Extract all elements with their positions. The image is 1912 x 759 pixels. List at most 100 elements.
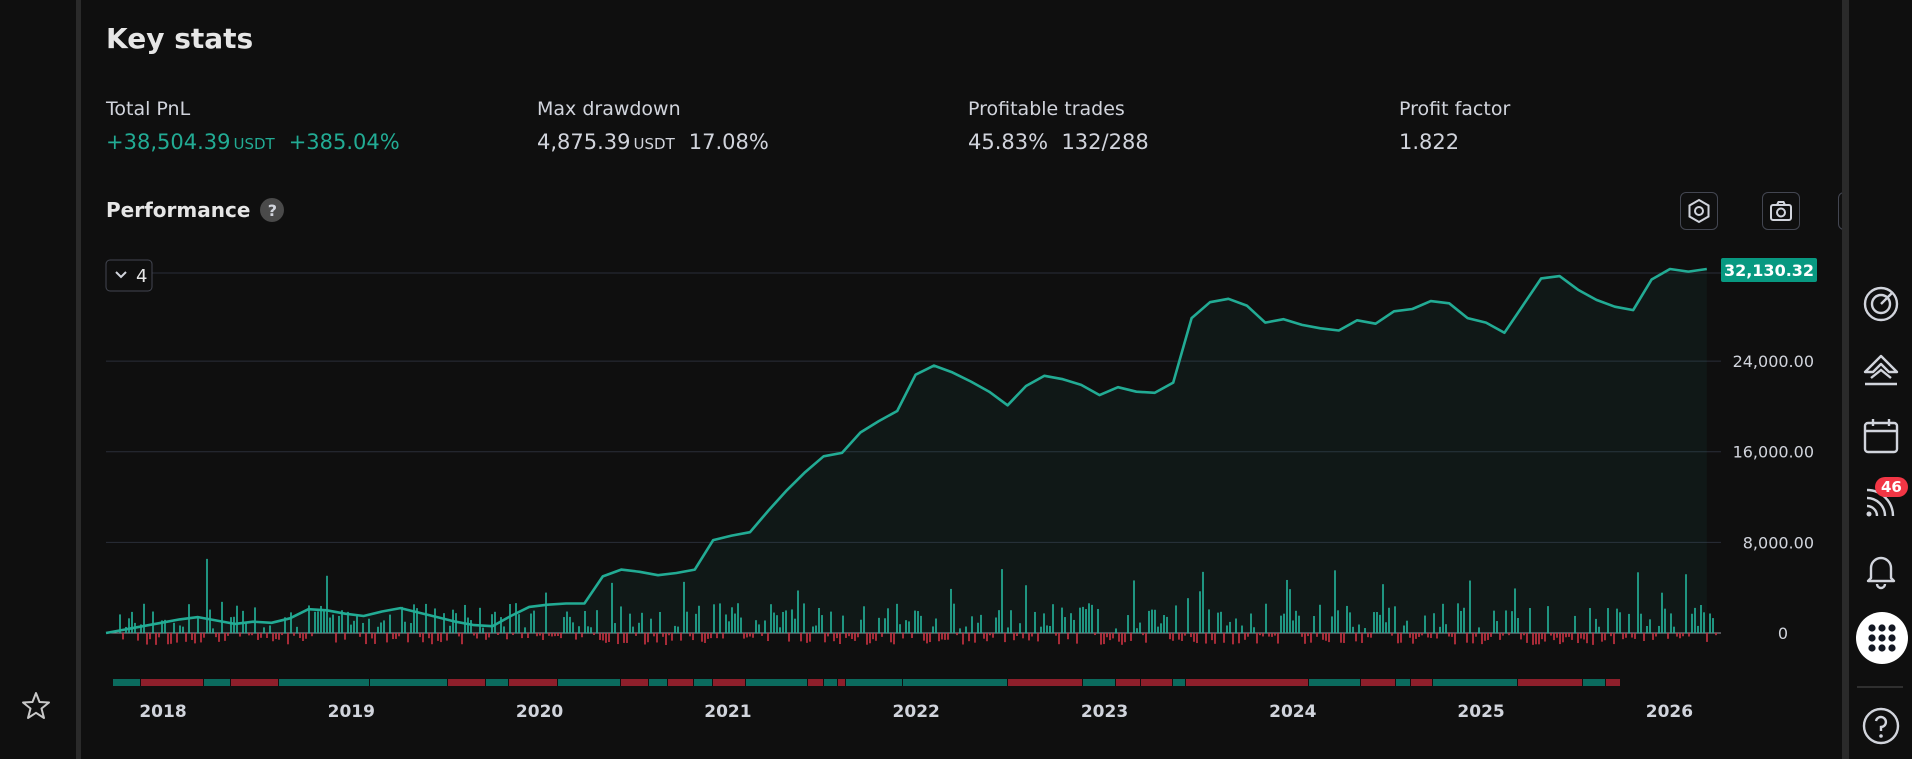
x-tick-label: 2018 xyxy=(139,702,186,722)
streams-button[interactable] xyxy=(1859,480,1903,524)
trade-bar xyxy=(1409,633,1411,638)
trade-bar xyxy=(1157,626,1159,633)
trade-strip-segment xyxy=(808,679,823,686)
x-tick-label: 2023 xyxy=(1081,702,1128,722)
trade-bar xyxy=(758,624,760,633)
trade-bar xyxy=(1520,633,1522,640)
trade-bar xyxy=(1235,618,1237,633)
trade-bar xyxy=(179,625,181,633)
trade-bar xyxy=(1427,633,1429,638)
trade-bar xyxy=(821,615,823,633)
trade-bar xyxy=(170,633,172,644)
trade-bar xyxy=(968,633,970,642)
ideas-button[interactable] xyxy=(1859,348,1903,392)
trade-bar xyxy=(1286,579,1288,633)
trade-bar xyxy=(1445,624,1447,633)
trade-bar xyxy=(374,633,376,644)
trade-strip-segment xyxy=(113,679,140,686)
star-icon[interactable] xyxy=(20,690,52,722)
trade-bar xyxy=(725,614,727,633)
trade-bar xyxy=(1664,608,1666,633)
trade-bar xyxy=(1259,633,1261,636)
trade-bar xyxy=(1511,611,1513,633)
trade-bar xyxy=(338,615,340,633)
trade-bar xyxy=(299,633,301,639)
help-button[interactable] xyxy=(1859,704,1903,748)
equity-line xyxy=(105,267,1707,635)
trade-bar xyxy=(1319,604,1321,633)
target-button[interactable] xyxy=(1859,282,1903,326)
apps-button[interactable] xyxy=(1856,612,1908,664)
trade-bar xyxy=(1205,633,1207,644)
trade-bar xyxy=(479,607,481,633)
trade-bar xyxy=(800,633,802,642)
trade-bar xyxy=(947,633,949,640)
trade-bar xyxy=(485,633,487,640)
trade-bar xyxy=(923,633,925,641)
trade-bar xyxy=(275,633,277,640)
trade-bar xyxy=(260,633,262,638)
trade-bar xyxy=(911,633,913,638)
trade-bar xyxy=(1169,633,1171,640)
trade-bar xyxy=(335,633,337,643)
trade-bar xyxy=(1484,633,1486,641)
trade-bar xyxy=(686,611,688,633)
trade-bar xyxy=(1658,625,1660,633)
trade-bar xyxy=(1421,633,1423,636)
trade-bar xyxy=(743,633,745,639)
chevron-down-icon xyxy=(115,271,127,279)
trade-bar xyxy=(1040,626,1042,633)
trade-bar xyxy=(1313,616,1315,633)
help-icon[interactable]: ? xyxy=(260,198,285,222)
trade-strip-segment xyxy=(1173,679,1185,686)
trade-bar xyxy=(1577,633,1579,644)
trade-bar xyxy=(380,622,382,633)
trade-bar xyxy=(908,621,910,633)
settings-button[interactable] xyxy=(1680,192,1718,230)
trade-bar xyxy=(992,633,994,638)
trade-bar xyxy=(1400,633,1402,643)
trade-bar xyxy=(161,620,163,633)
trade-bar xyxy=(863,606,865,633)
trade-bar xyxy=(503,626,505,633)
trade-bar xyxy=(1619,612,1621,633)
trade-bar xyxy=(791,609,793,633)
trade-strip-segment xyxy=(370,679,447,686)
trade-strip-segment xyxy=(668,679,693,686)
trade-bar xyxy=(944,633,946,640)
trade-bar xyxy=(1328,633,1330,643)
trade-bar xyxy=(665,633,667,645)
trade-bar xyxy=(671,633,673,641)
alerts-button[interactable] xyxy=(1859,548,1903,592)
trade-bar xyxy=(899,624,901,633)
calendar-button[interactable] xyxy=(1859,414,1903,458)
trade-bar xyxy=(707,633,709,639)
trade-bar xyxy=(1301,633,1303,637)
trade-bar xyxy=(197,617,199,633)
trade-bar xyxy=(395,633,397,639)
trade-bar xyxy=(1163,615,1165,633)
trade-bar xyxy=(1064,617,1066,633)
trade-bar xyxy=(1343,633,1345,643)
trade-bar xyxy=(815,625,817,633)
trade-strip-segment xyxy=(649,679,667,686)
series-dropdown[interactable]: 4 xyxy=(105,259,153,292)
trade-bar xyxy=(1145,633,1147,643)
trade-bar xyxy=(449,625,451,633)
trade-strip-segment xyxy=(1116,679,1140,686)
trade-bar xyxy=(1541,633,1543,640)
trade-bar xyxy=(872,633,874,640)
trade-bar xyxy=(314,611,316,633)
trade-bar xyxy=(926,633,928,644)
trade-strip-segment xyxy=(694,679,712,686)
trade-bar xyxy=(1457,603,1459,633)
trade-bar xyxy=(1214,633,1216,644)
trade-bar xyxy=(1472,633,1474,644)
trade-bar xyxy=(605,633,607,643)
trade-bar xyxy=(443,613,445,633)
trade-bar xyxy=(1352,626,1354,633)
trade-bar xyxy=(461,633,463,645)
screenshot-button[interactable] xyxy=(1762,192,1800,230)
trade-bar xyxy=(875,633,877,641)
trade-bar xyxy=(818,607,820,633)
